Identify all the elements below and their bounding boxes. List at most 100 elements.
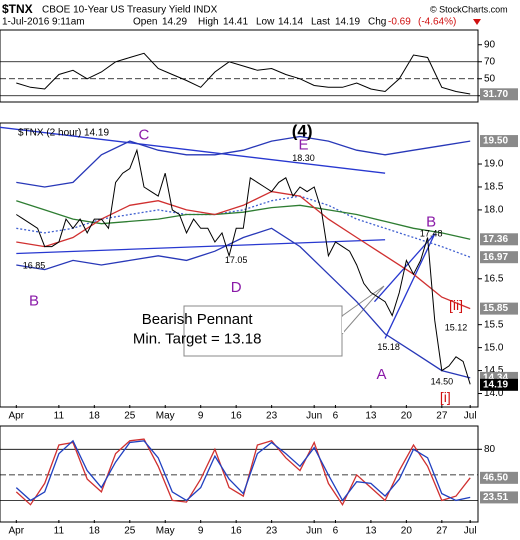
- series-line: [16, 135, 471, 188]
- annotation: B: [426, 214, 436, 231]
- y-tick-label: 50: [484, 73, 496, 84]
- value-tag-label: 14.19: [483, 379, 508, 390]
- x-tick-label: Jun: [306, 411, 322, 422]
- y-tick-label: 90: [484, 39, 496, 50]
- y-tick-label: 18.0: [484, 205, 504, 216]
- x-tick-label: Jun: [306, 526, 322, 537]
- series-line: [16, 200, 471, 240]
- annotation: [ii]: [449, 297, 463, 313]
- pennant-box: [183, 305, 343, 357]
- low-label: Low: [256, 17, 275, 28]
- annotation: 17.05: [225, 255, 248, 265]
- x-tick-label: Jul: [464, 526, 477, 537]
- x-tick-label: May: [156, 526, 175, 537]
- series-line: [16, 148, 471, 385]
- x-tick-label: 16: [231, 411, 243, 422]
- legend-value: 14.19: [84, 128, 109, 139]
- instrument-name: CBOE 10-Year US Treasury Yield INDX: [42, 5, 218, 16]
- y-tick-label: 18.5: [484, 182, 504, 193]
- x-tick-label: 13: [365, 526, 377, 537]
- y-tick-label: 70: [484, 56, 496, 67]
- x-tick-label: 11: [54, 526, 65, 537]
- value-tag: [480, 88, 518, 101]
- annotation: 16.85: [23, 260, 46, 270]
- annotation: 15.12: [445, 323, 468, 333]
- x-tick-label: 6: [333, 411, 339, 422]
- x-tick-label: 27: [436, 526, 448, 537]
- value-tag-label: 46.50: [483, 472, 508, 483]
- series-line: [15, 438, 471, 507]
- value-tag-label: 17.36: [483, 234, 508, 245]
- x-tick-label: Apr: [9, 526, 25, 537]
- value-tag-label: 15.85: [483, 303, 508, 314]
- x-tick-label: Apr: [9, 411, 25, 422]
- annotation: 17.48: [420, 229, 443, 239]
- down-arrow: [473, 19, 481, 25]
- annotation: B: [29, 293, 39, 310]
- x-tick-label: 13: [365, 411, 377, 422]
- value-tag: [480, 135, 518, 148]
- x-tick-label: 9: [198, 526, 204, 537]
- x-tick-label: 16: [231, 526, 243, 537]
- value-tag-label: 23.51: [483, 492, 508, 503]
- series-line: [16, 227, 471, 379]
- high: 14.41: [223, 17, 248, 28]
- x-tick-label: 27: [436, 411, 448, 422]
- x-tick-label: 25: [124, 411, 136, 422]
- series-line: [16, 190, 471, 310]
- x-tick-label: 20: [401, 526, 413, 537]
- x-tick-label: Jul: [464, 411, 477, 422]
- x-tick-label: 25: [124, 526, 136, 537]
- open-label: Open: [133, 17, 157, 28]
- panel-frame: [0, 425, 479, 523]
- x-tick-label: 20: [401, 411, 413, 422]
- y-tick-label: 19.0: [484, 159, 504, 170]
- annotation: C: [139, 127, 150, 144]
- y-tick-label: 15.5: [484, 319, 504, 330]
- open: 14.29: [162, 17, 187, 28]
- x-tick-label: 23: [266, 526, 278, 537]
- value-tag-label: 31.70: [483, 89, 508, 100]
- last-label: Last: [311, 17, 330, 28]
- panel-frame: [0, 29, 479, 103]
- trendline: [0, 126, 386, 174]
- annotation: Min. Target = 13.18: [133, 330, 262, 347]
- legend-label: $TNX (2 hour): [18, 128, 81, 139]
- chg-label: Chg: [368, 17, 386, 28]
- y-tick-label: 16.5: [484, 273, 504, 284]
- trendline: [16, 239, 386, 255]
- source: © StockCharts.com: [430, 4, 508, 14]
- value-tag-label: 16.97: [483, 252, 508, 263]
- high-label: High: [198, 17, 219, 28]
- annotation: A: [377, 366, 387, 383]
- value-tag: [480, 378, 518, 391]
- x-tick-label: May: [156, 411, 175, 422]
- annotation: 18.30: [292, 153, 315, 163]
- value-tag: [480, 471, 518, 484]
- panel-frame: [0, 122, 479, 408]
- y-tick-label: 14.0: [484, 388, 504, 399]
- x-tick-label: 9: [198, 411, 204, 422]
- last: 14.19: [335, 17, 360, 28]
- x-tick-label: 18: [89, 411, 101, 422]
- annotation: [i]: [440, 389, 451, 405]
- low: 14.14: [278, 17, 303, 28]
- chg-pct: (-4.64%): [418, 17, 456, 28]
- y-tick-label: 14.5: [484, 365, 504, 376]
- annotation: 15.18: [377, 342, 400, 352]
- y-tick-label: 15.0: [484, 342, 504, 353]
- chg: -0.69: [388, 17, 411, 28]
- value-tag-label: 19.50: [483, 136, 508, 147]
- annotation: E: [299, 137, 309, 154]
- annotation: 14.50: [431, 376, 454, 386]
- series-line: [16, 52, 471, 95]
- y-tick-label: 80: [484, 444, 496, 455]
- x-tick-label: 11: [54, 411, 65, 422]
- value-tag-label: 14.34: [483, 373, 508, 384]
- value-tag: [480, 233, 518, 246]
- x-tick-label: 6: [333, 526, 339, 537]
- series-line: [15, 439, 471, 502]
